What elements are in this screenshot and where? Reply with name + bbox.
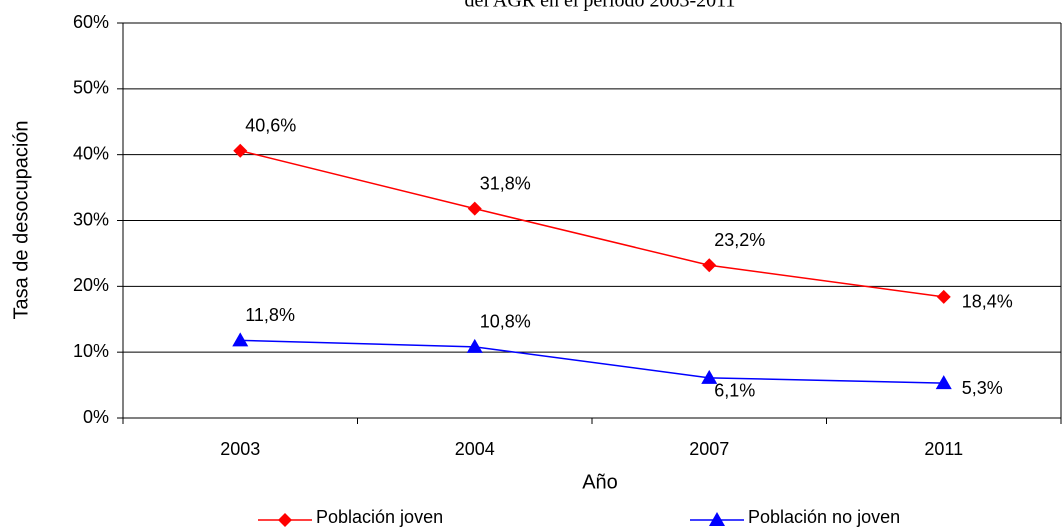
legend-label: Población joven xyxy=(316,507,443,527)
data-label: 18,4% xyxy=(962,292,1013,312)
y-tick-label: 50% xyxy=(73,78,109,98)
y-tick-label: 40% xyxy=(73,143,109,163)
series-line xyxy=(240,149,944,298)
data-label: 6,1% xyxy=(714,381,755,401)
marker xyxy=(936,289,951,304)
marker xyxy=(233,143,248,158)
marker xyxy=(232,332,249,347)
data-label: 10,8% xyxy=(480,312,531,332)
y-tick-label: 30% xyxy=(73,209,109,229)
y-tick-label: 0% xyxy=(83,407,109,427)
marker xyxy=(935,375,952,390)
y-axis-title: Tasa de desocupación xyxy=(10,120,32,319)
marker xyxy=(701,369,718,384)
marker xyxy=(467,201,482,216)
data-label: 31,8% xyxy=(480,173,531,193)
marker xyxy=(466,338,483,353)
data-label: 11,8% xyxy=(245,305,295,325)
x-tick-label: 2004 xyxy=(455,439,495,459)
y-tick-label: 60% xyxy=(73,12,109,32)
chart-title: del AGR en el período 2003-2011 xyxy=(465,0,736,12)
legend-label: Población no joven xyxy=(748,507,900,527)
data-label: 5,3% xyxy=(962,378,1003,398)
x-axis-title: Año xyxy=(582,471,618,493)
data-label: 23,2% xyxy=(714,230,765,250)
marker xyxy=(709,512,725,526)
x-tick-label: 2003 xyxy=(220,439,260,459)
y-tick-label: 10% xyxy=(73,341,109,361)
series-line xyxy=(240,339,944,384)
x-tick-label: 2007 xyxy=(689,439,729,459)
marker xyxy=(278,513,292,527)
y-tick-label: 20% xyxy=(73,275,109,295)
x-tick-label: 2011 xyxy=(924,439,963,459)
marker xyxy=(702,258,717,273)
data-label: 40,6% xyxy=(245,115,296,135)
